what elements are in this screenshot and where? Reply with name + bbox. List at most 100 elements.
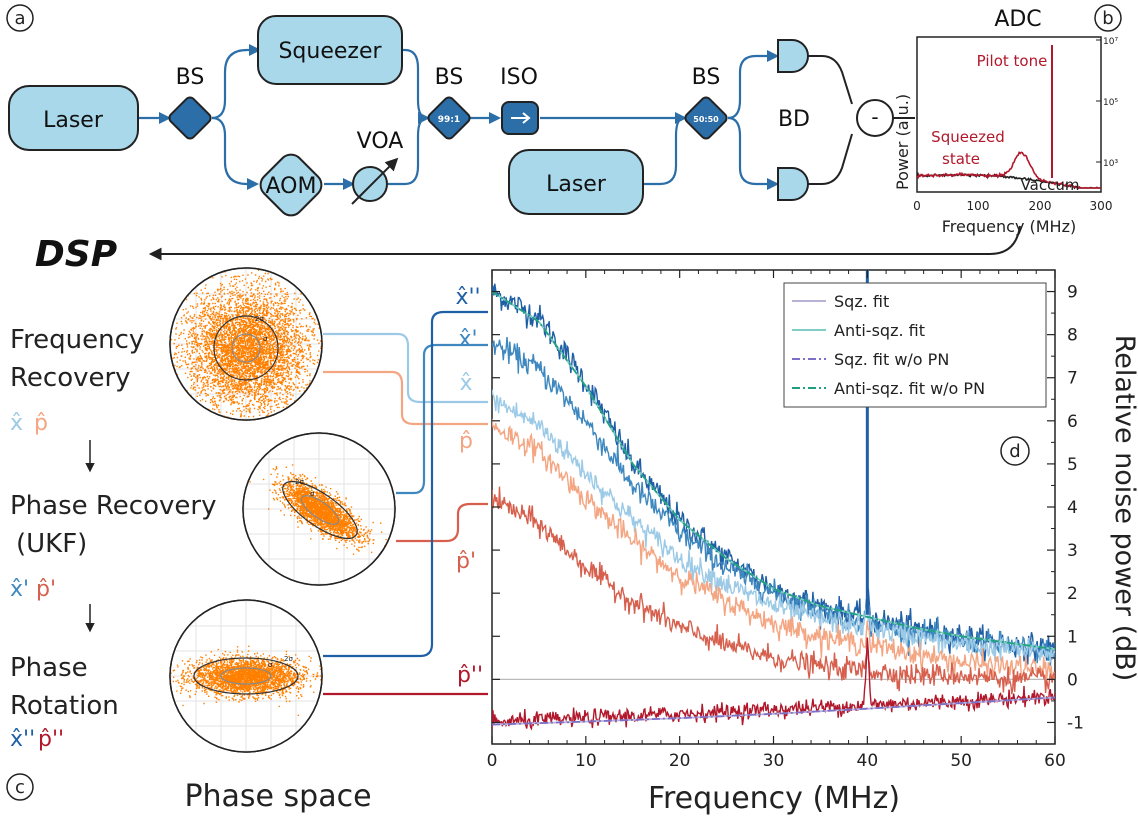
connectors [323,310,488,696]
fit-fit_sqz_wopn [492,696,1055,726]
two-sigma-label-3: 2σ [284,655,293,663]
two-sigma-label-2: 2σ [295,478,304,486]
plot-xlabel: Frequency (MHz) [648,781,900,816]
adc-vacuum-label: Vaccum [1021,176,1080,194]
adc-xtick-200: 200 [1029,199,1052,213]
bs2-ratio: 99:1 [438,115,460,125]
bs3-label: BS [692,65,721,90]
phase-samples [170,645,322,716]
step1-x: x̂ [10,411,23,436]
phase-samples [170,268,322,420]
adc-squeezed-trace [916,150,1101,189]
ytick-label: 9 [1067,283,1078,303]
xtick-label: 0 [487,751,498,771]
laser-box-1 [8,85,139,151]
legend-sqz-fit: Sqz. fit [834,292,889,311]
ytick-label: -1 [1067,713,1084,733]
squeezer-label: Squeezer [278,39,382,64]
trace-p1 [492,486,1055,695]
bd-label: BD [778,107,810,132]
plot-ylabel: Relative noise power (dB) [1109,335,1138,682]
panel-label-c: c [15,777,25,798]
ytick-label: 6 [1067,412,1078,432]
adc-xtick-300: 300 [1090,199,1113,213]
ytick-label: 0 [1067,670,1078,690]
ytick-label: 7 [1067,369,1078,389]
legend-sqz-wopn: Sqz. fit w/o PN [834,350,949,369]
ytick-label: 8 [1067,326,1078,346]
step3-p: p̂'' [38,727,64,752]
legend-anti-fit: Anti-sqz. fit [834,321,925,340]
phase-space-2: σ 2σ [242,432,396,586]
curve-label-p2: p̂'' [457,663,483,688]
iso-label: ISO [500,65,538,90]
voa-arrow-icon [351,157,399,205]
ytick-label: 5 [1067,455,1078,475]
phase-space-1: σ 2σ [169,267,323,421]
adc-ylabel: Power (a.u.) [893,94,912,190]
phase-samples [249,464,395,560]
curve-label-x1: x̂' [458,327,477,352]
laser-label-1: Laser [43,108,104,133]
curve-label-p: p̂ [459,429,473,454]
step2-title-1: Phase Recovery [10,491,216,521]
beam-splitter-2 [427,96,471,140]
laser-box-2 [508,149,644,215]
adc-ytick-1e3: 10³ [1103,159,1118,169]
adc-plot-frame [916,36,1102,193]
step1-p: p̂ [34,411,48,436]
laser-label-2: Laser [546,172,607,197]
xtick-label: 50 [950,751,972,771]
photodiode-bottom-icon [777,167,809,201]
adc-xtick-100: 100 [967,199,990,213]
panel-label-d: d [1009,441,1020,462]
xtick-label: 20 [669,751,691,771]
panel-label-a-circle [6,4,34,32]
ytick-label: 2 [1067,584,1078,604]
bs1-label: BS [176,65,205,90]
two-sigma-label-1: 2σ [255,315,264,323]
dsp-arrow [148,225,1021,261]
legend: Sqz. fit Anti-sqz. fit Sqz. fit w/o PN A… [783,282,1047,408]
beam-splitter-3 [684,96,728,140]
step2-title-2: (UKF) [16,529,87,559]
bd-wire-bottom [808,133,853,185]
isolator-arrow-icon [511,112,531,124]
step1-title-2: Recovery [10,363,131,393]
panel-label-b: b [1102,8,1113,29]
adc-ytick-1e5: 10⁵ [1103,98,1118,108]
sigma-label-2: σ [310,490,315,498]
curve-label-x: x̂ [459,371,472,396]
adc-ytick-1e7: 10⁷ [1103,37,1118,47]
xtick-label: 30 [763,751,785,771]
adc-panel: ADC b 10³ 10⁵ 10⁷ 0 100 200 300 Frequenc… [893,4,1122,236]
photodiode-top-icon [777,39,809,73]
step3-title-1: Phase [10,653,88,683]
bd-wire-top [808,55,853,105]
panel-label-d-circle [1000,436,1030,466]
step2-p: p̂' [36,577,56,602]
bs2-label: BS [435,65,464,90]
adc-yticks [1096,39,1101,163]
fit-fit_anti_wopn [492,290,1055,651]
minus-sign: - [871,105,878,129]
beam-paths [138,43,780,191]
adc-xlabel: Frequency (MHz) [942,217,1076,236]
aom-label: AOM [266,174,317,199]
voa-label: VOA [357,129,404,154]
step2-x: x̂' [10,577,29,602]
curve-label-p1: p̂' [456,549,476,574]
ytick-label: 3 [1067,541,1078,561]
ytick-label: 1 [1067,627,1078,647]
adc-title: ADC [994,7,1041,32]
adc-pilot-label: Pilot tone [977,52,1048,70]
sigma-label-3: σ [268,661,273,669]
legend-box [783,282,1047,408]
panel-label-a: a [14,8,25,29]
bs3-ratio: 50:50 [693,115,719,124]
xtick-label: 60 [1044,751,1066,771]
step3-title-2: Rotation [10,691,119,721]
xtick-label: 10 [575,751,597,771]
adc-squeezed-label-1: Squeezed [931,128,1005,146]
